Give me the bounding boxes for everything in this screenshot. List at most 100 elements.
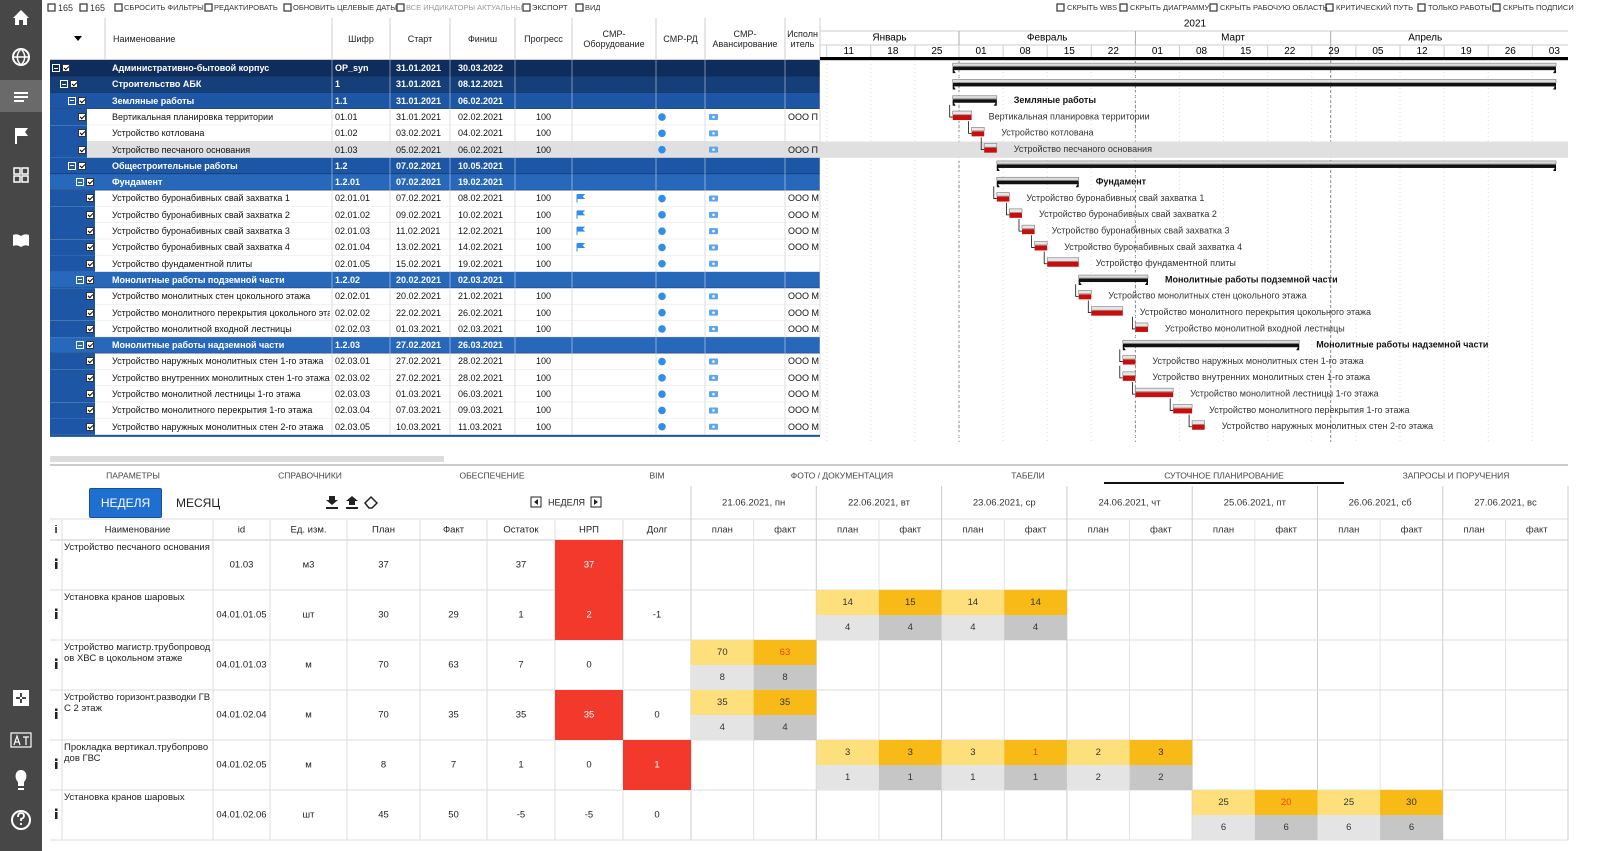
wbs-row[interactable] <box>50 255 820 272</box>
summary-bar[interactable] <box>996 180 1079 185</box>
rd-dot[interactable] <box>658 211 666 219</box>
info-icon[interactable] <box>55 662 58 669</box>
flag-icon[interactable] <box>576 210 586 219</box>
wbs-row[interactable] <box>50 157 820 175</box>
rd-dot[interactable] <box>658 194 666 203</box>
icon-list[interactable] <box>14 92 28 102</box>
checkbox[interactable] <box>86 390 94 398</box>
sort-arrow[interactable] <box>74 36 82 41</box>
icon-home[interactable] <box>13 10 29 25</box>
wbs-row[interactable] <box>50 353 820 370</box>
toolbar-icon[interactable] <box>1056 3 1065 12</box>
icon-book[interactable] <box>13 234 29 247</box>
toolbar-button[interactable]: КРИТИЧЕСКИЙ ПУТЬ <box>1336 3 1414 12</box>
task-bar[interactable] <box>1009 212 1022 218</box>
icon-bulb[interactable] <box>15 770 27 790</box>
tab[interactable]: BIM <box>649 470 664 480</box>
wbs-row[interactable] <box>50 108 820 126</box>
wbs-row[interactable] <box>50 304 820 321</box>
tab[interactable]: ФОТО / ДОКУМЕНТАЦИЯ <box>791 470 893 480</box>
task-bar[interactable] <box>996 196 1010 202</box>
toolbar-icon[interactable] <box>575 3 584 12</box>
toolbar-button[interactable]: ВСЕ ИНДИКАТОРЫ АКТУАЛЬНЫ <box>406 3 523 12</box>
expander[interactable] <box>68 96 76 105</box>
summary-bar[interactable] <box>1122 343 1300 348</box>
summary-bar[interactable] <box>1078 278 1148 283</box>
rd-dot[interactable] <box>658 325 666 333</box>
rd-dot[interactable] <box>658 308 666 317</box>
info-icon[interactable] <box>55 812 58 819</box>
checkbox[interactable] <box>86 275 94 284</box>
h-scrollbar[interactable] <box>50 456 444 462</box>
checkbox[interactable] <box>78 161 86 170</box>
task-bar[interactable] <box>984 147 997 153</box>
mode-button[interactable]: МЕСЯЦ <box>176 496 221 510</box>
column-header[interactable]: Наименование <box>113 34 176 44</box>
task-bar[interactable] <box>971 131 985 137</box>
summary-bar[interactable] <box>952 66 1556 71</box>
rd-dot[interactable] <box>658 145 666 154</box>
toolbar-button[interactable]: ТОЛЬКО РАБОТЫ <box>1428 3 1492 12</box>
rd-dot[interactable] <box>658 406 666 415</box>
wbs-row[interactable] <box>50 141 820 158</box>
checkbox[interactable] <box>86 406 94 415</box>
summary-bar[interactable] <box>996 164 1556 168</box>
checkbox[interactable] <box>86 259 94 268</box>
flag-icon[interactable] <box>576 242 586 252</box>
toolbar-count-icon[interactable] <box>79 3 88 12</box>
task-bar[interactable] <box>1047 261 1079 267</box>
info-icon[interactable] <box>55 562 58 569</box>
icon-download[interactable] <box>326 496 338 509</box>
wbs-row[interactable] <box>50 223 820 240</box>
checkbox[interactable] <box>86 308 94 317</box>
checkbox[interactable] <box>86 227 94 235</box>
task-bar[interactable] <box>952 115 972 121</box>
task-bar[interactable] <box>1173 408 1193 414</box>
toolbar-button[interactable]: ЭКСПОРТ <box>532 3 568 12</box>
summary-bar[interactable] <box>952 99 997 103</box>
toolbar-button[interactable]: ОБНОВИТЬ ЦЕЛЕВЫЕ ДАТЫ <box>293 3 397 12</box>
task-bar[interactable] <box>1078 294 1092 300</box>
task-bar[interactable] <box>1034 245 1048 251</box>
tab[interactable]: ОБЕСПЕЧЕНИЕ <box>459 470 524 480</box>
tab[interactable]: ТАБЕЛИ <box>1011 470 1045 480</box>
nav-next[interactable] <box>590 496 602 508</box>
icon-grid[interactable] <box>13 167 29 183</box>
toolbar-count-icon[interactable] <box>47 3 56 12</box>
toolbar-icon[interactable] <box>396 3 405 12</box>
toolbar-button[interactable]: ВИД <box>585 3 601 12</box>
rd-dot[interactable] <box>658 292 666 301</box>
checkbox[interactable] <box>86 324 94 333</box>
rd-dot[interactable] <box>658 129 666 138</box>
column-header[interactable]: СМР-Оборудование <box>583 29 645 49</box>
rd-dot[interactable] <box>658 227 666 235</box>
tab[interactable]: СПРАВОЧНИКИ <box>278 470 342 480</box>
toolbar-icon[interactable] <box>114 3 123 12</box>
expander[interactable] <box>52 64 60 72</box>
toolbar-button[interactable]: СКРЫТЬ WBS <box>1067 3 1118 12</box>
task-bar[interactable] <box>1135 392 1174 398</box>
flag-icon[interactable] <box>576 194 586 203</box>
icon-help[interactable] <box>11 810 31 830</box>
toolbar-icon[interactable] <box>522 3 531 12</box>
rd-dot[interactable] <box>658 113 666 121</box>
column-header[interactable]: СМР-РД <box>663 34 698 44</box>
wbs-row[interactable] <box>50 125 820 142</box>
expander[interactable] <box>76 275 84 284</box>
toolbar-button[interactable]: СБРОСИТЬ ФИЛЬТРЫ <box>124 3 204 12</box>
rd-dot[interactable] <box>658 357 666 366</box>
wbs-row[interactable] <box>50 206 820 223</box>
column-header[interactable]: Старт <box>407 34 433 44</box>
checkbox[interactable] <box>78 112 86 121</box>
checkbox[interactable] <box>86 194 94 203</box>
task-bar[interactable] <box>1135 326 1148 332</box>
toolbar-button[interactable]: СКРЫТЬ ПОДПИСИ <box>1503 3 1574 12</box>
checkbox[interactable] <box>86 341 94 350</box>
flag-icon[interactable] <box>576 226 586 236</box>
checkbox[interactable] <box>70 80 78 89</box>
icon-translate[interactable] <box>10 732 32 748</box>
wbs-row[interactable] <box>50 386 820 403</box>
column-header[interactable]: Прогресс <box>524 34 563 44</box>
column-header[interactable]: Исполнитель <box>787 29 818 49</box>
task-bar[interactable] <box>1091 310 1123 316</box>
